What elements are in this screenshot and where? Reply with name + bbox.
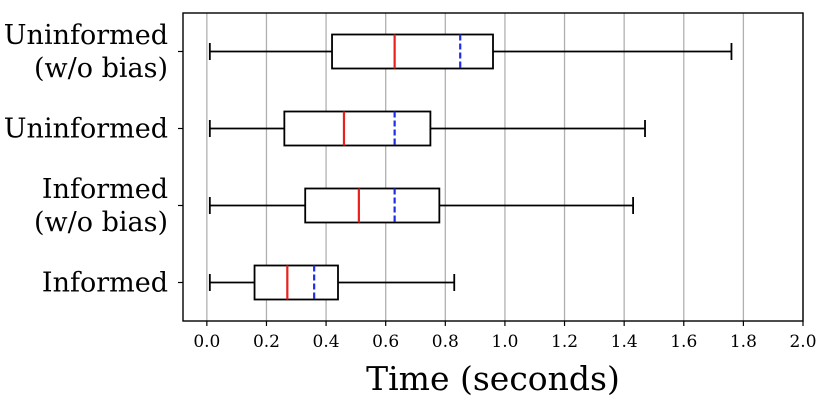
category-label: Informed bbox=[42, 268, 168, 299]
x-tick-label: 1.0 bbox=[491, 332, 518, 352]
category-label-line: Uninformed bbox=[4, 20, 168, 51]
x-tick-label: 1.6 bbox=[670, 332, 697, 352]
category-label: Uninformed (w/o bias) bbox=[4, 20, 168, 84]
category-label-line: Informed bbox=[42, 268, 168, 299]
x-tick-label: 0.6 bbox=[372, 332, 399, 352]
category-label-line: (w/o bias) bbox=[34, 207, 168, 238]
iqr-box bbox=[304, 187, 441, 224]
plot-frame bbox=[182, 12, 804, 322]
category-label: Uninformed bbox=[4, 114, 168, 145]
box-plots bbox=[208, 33, 733, 301]
x-tick-label: 1.8 bbox=[730, 332, 757, 352]
x-tick-label: 1.4 bbox=[611, 332, 638, 352]
iqr-box bbox=[331, 33, 494, 70]
x-axis-title: Time (seconds) bbox=[366, 359, 620, 398]
iqr-box bbox=[283, 110, 432, 147]
x-tick-label: 2.0 bbox=[789, 332, 816, 352]
x-tick-label: 0.4 bbox=[313, 332, 340, 352]
x-tick-label: 0.8 bbox=[432, 332, 459, 352]
x-tick-label: 0.2 bbox=[253, 332, 280, 352]
iqr-box bbox=[253, 264, 339, 301]
category-label: Informed (w/o bias) bbox=[34, 174, 168, 238]
x-tick-label: 0.0 bbox=[193, 332, 220, 352]
x-tick-label: 1.2 bbox=[551, 332, 578, 352]
category-label-line: (w/o bias) bbox=[34, 53, 168, 84]
category-label-line: Informed bbox=[42, 174, 168, 205]
x-axis-ticks: 0.0 0.2 0.4 0.6 0.8 1.0 1.2 1.4 1.6 1.8 2.0 bbox=[193, 321, 817, 352]
category-label-line: Uninformed bbox=[4, 114, 168, 145]
